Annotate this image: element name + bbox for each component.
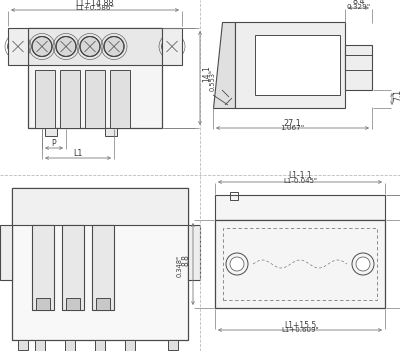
Circle shape <box>162 37 182 57</box>
Bar <box>60 70 80 128</box>
Bar <box>188 225 200 280</box>
Circle shape <box>8 37 28 57</box>
Text: 0.553": 0.553" <box>210 69 216 91</box>
Bar <box>110 70 130 128</box>
Bar <box>28 28 162 65</box>
Bar <box>28 28 162 65</box>
Bar <box>65 340 75 351</box>
Text: 14.1: 14.1 <box>202 66 212 82</box>
Text: 1.067": 1.067" <box>280 125 305 131</box>
Bar <box>85 70 105 128</box>
Bar <box>230 192 238 200</box>
Bar <box>36 298 50 310</box>
Circle shape <box>32 37 52 57</box>
Bar <box>28 28 162 128</box>
Text: L1: L1 <box>73 148 83 158</box>
Bar <box>168 340 178 350</box>
Text: 27.1: 27.1 <box>284 119 301 127</box>
Bar <box>12 188 188 225</box>
Bar <box>12 188 188 340</box>
Text: 0.329": 0.329" <box>346 4 371 10</box>
Circle shape <box>56 37 76 57</box>
Bar <box>8 28 28 65</box>
Bar <box>35 70 55 128</box>
Bar <box>66 298 80 310</box>
Text: 0.348": 0.348" <box>177 255 183 277</box>
Text: L1-1.1: L1-1.1 <box>288 171 312 179</box>
Bar <box>92 225 114 310</box>
Text: L1+14.88: L1+14.88 <box>76 0 114 7</box>
Bar <box>60 70 80 128</box>
Circle shape <box>356 257 370 271</box>
Bar <box>110 70 130 128</box>
Text: P: P <box>52 139 56 147</box>
Bar <box>45 128 57 136</box>
Bar <box>85 70 105 128</box>
Circle shape <box>230 257 244 271</box>
Bar <box>215 195 385 220</box>
Bar <box>18 340 28 350</box>
Text: L1-0.045": L1-0.045" <box>283 178 317 184</box>
Text: 8.8: 8.8 <box>182 254 190 266</box>
Bar <box>0 225 12 280</box>
Bar <box>96 298 110 310</box>
Circle shape <box>104 37 124 57</box>
Bar <box>35 340 45 351</box>
Circle shape <box>80 37 100 57</box>
Text: L1+0.586": L1+0.586" <box>76 5 114 11</box>
Bar <box>255 35 340 95</box>
Bar <box>95 340 105 351</box>
Bar <box>215 220 385 308</box>
Text: 7.1: 7.1 <box>394 89 400 101</box>
Bar <box>32 225 54 310</box>
Bar <box>62 225 84 310</box>
Bar <box>35 70 55 128</box>
Bar <box>223 228 377 300</box>
Bar <box>12 188 188 225</box>
Bar <box>162 28 182 65</box>
Bar <box>235 22 345 108</box>
Text: L1+0.609": L1+0.609" <box>281 327 319 333</box>
Text: L1+15.5: L1+15.5 <box>284 320 316 330</box>
Text: 8.4: 8.4 <box>352 0 365 6</box>
Polygon shape <box>213 22 235 108</box>
Bar <box>125 340 135 351</box>
Bar <box>345 45 372 90</box>
Bar <box>105 128 117 136</box>
